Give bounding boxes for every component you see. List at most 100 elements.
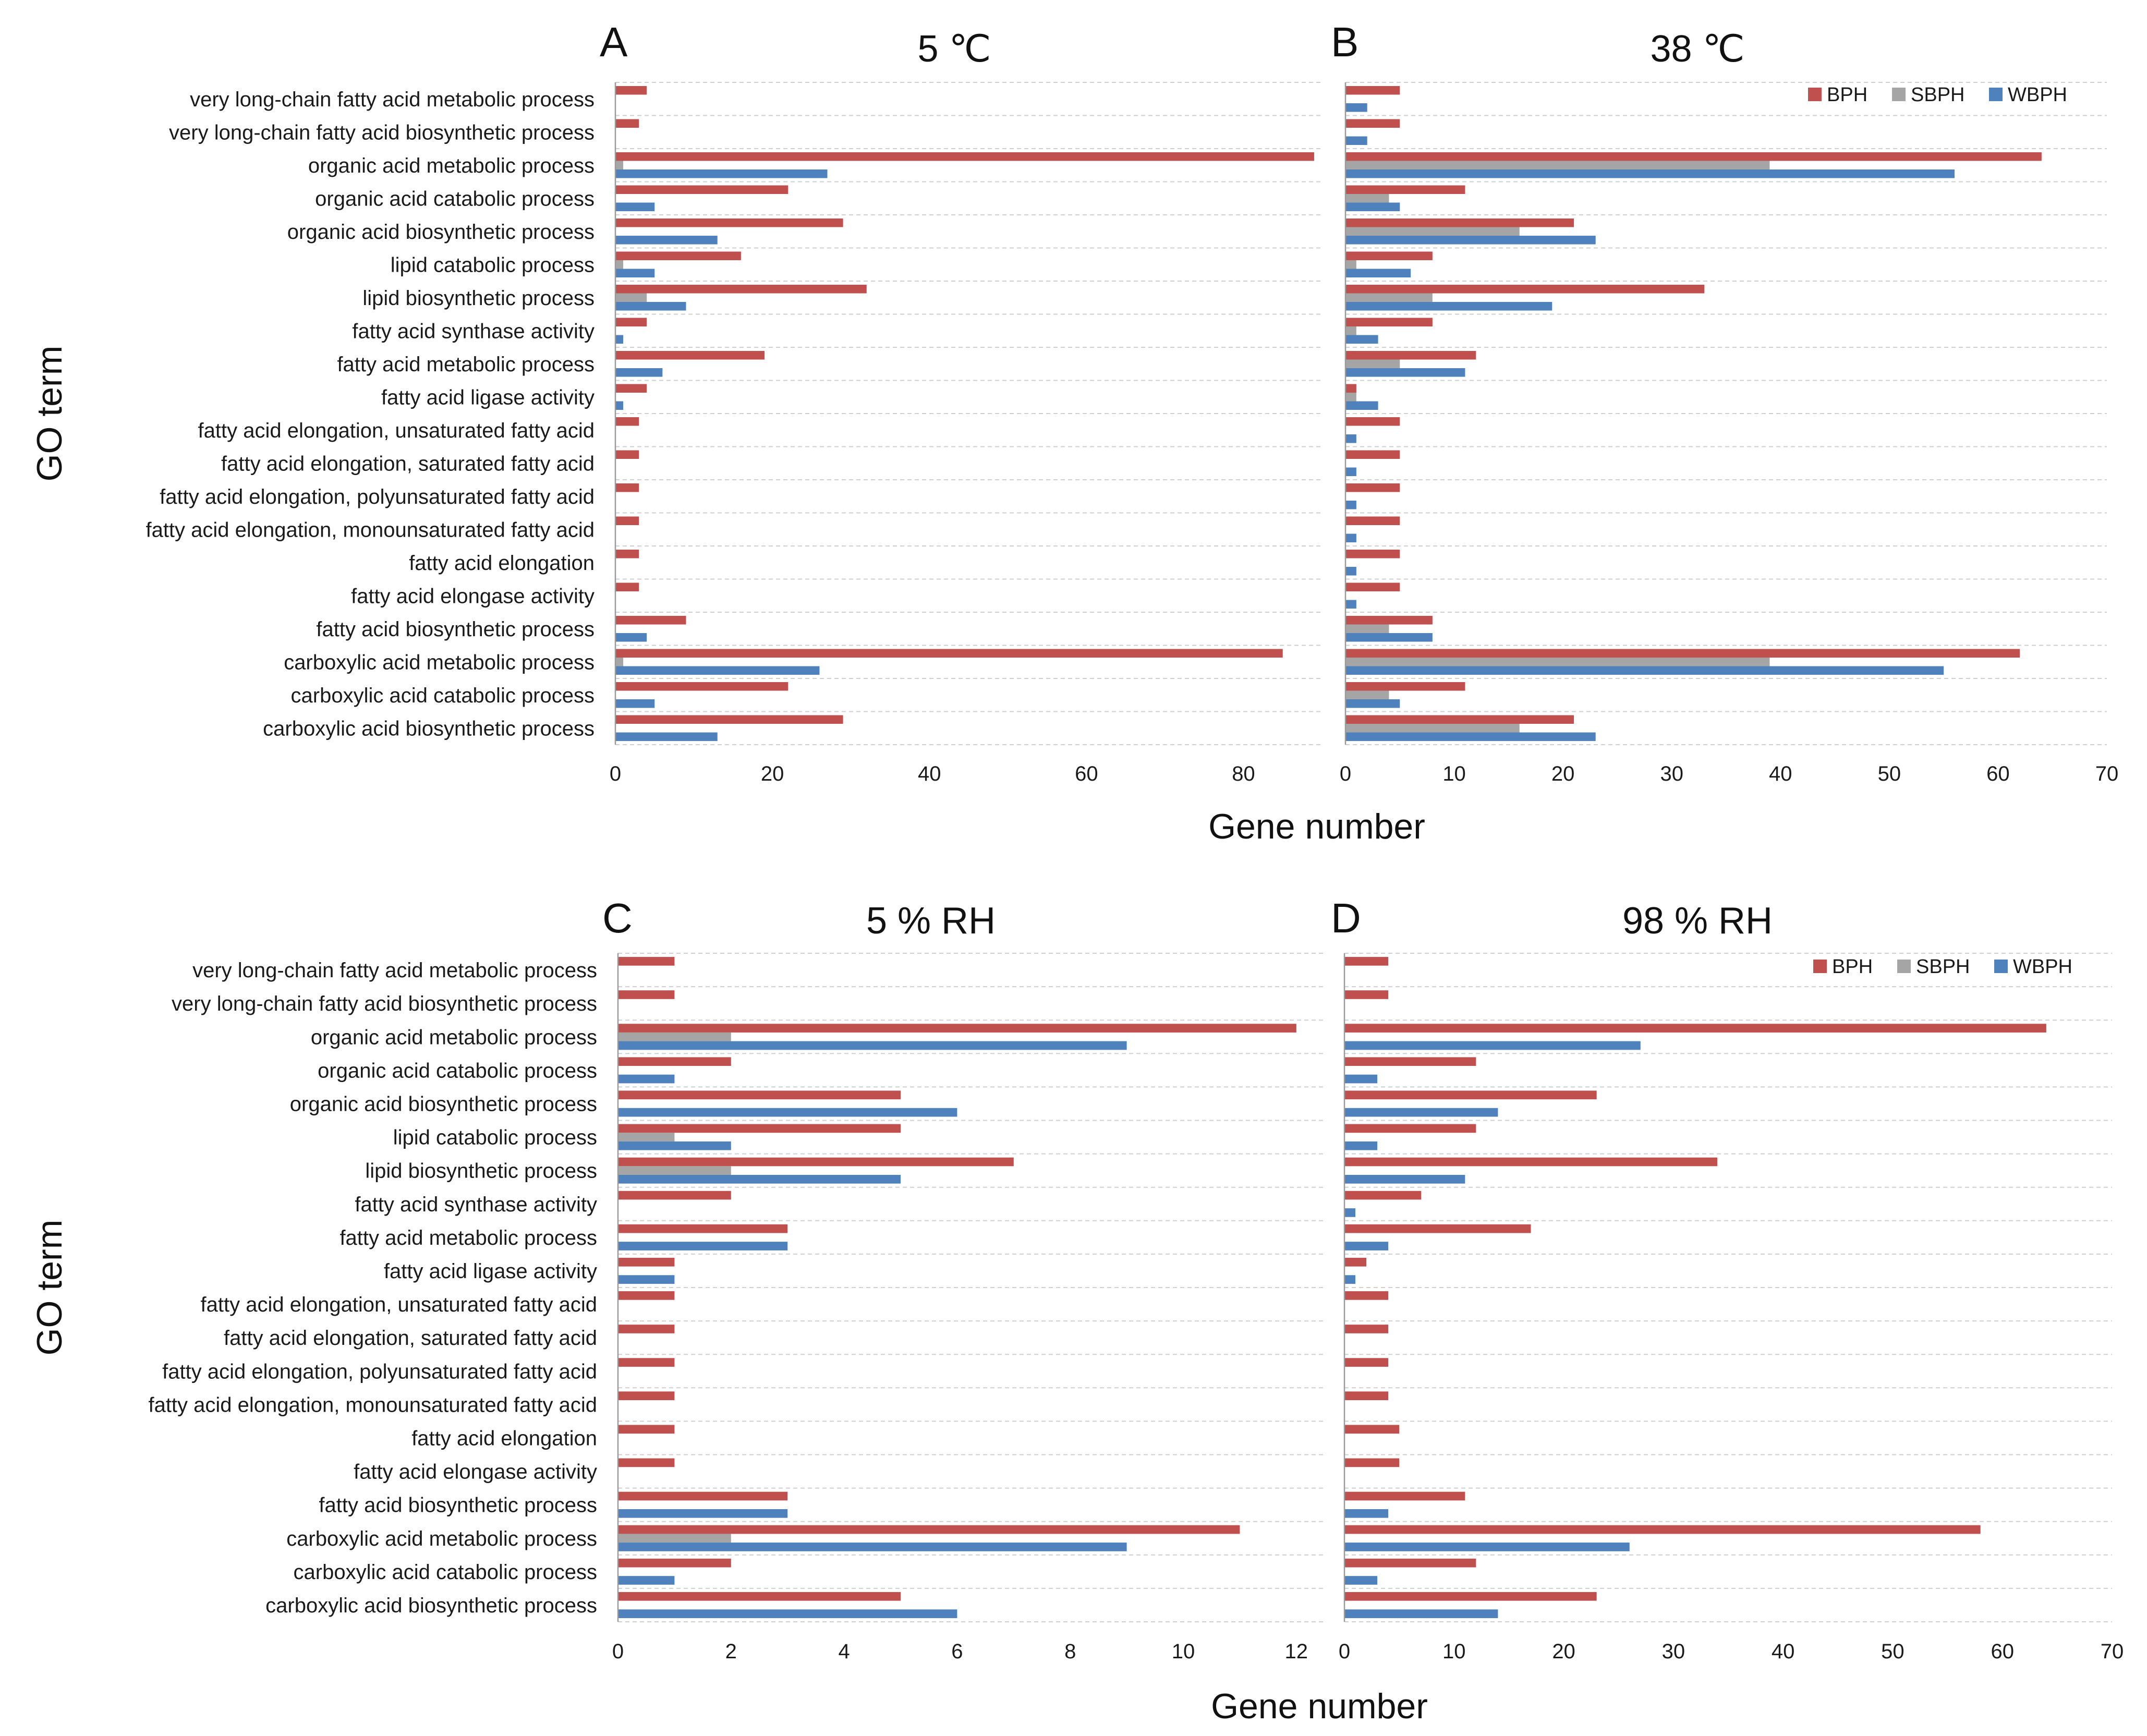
category-label: organic acid biosynthetic process: [287, 221, 595, 244]
bar-bph: [615, 318, 647, 326]
bar-sbph: [618, 1166, 731, 1175]
bar-bph: [615, 483, 639, 492]
legend-label: SBPH: [1916, 956, 1970, 978]
bar-wbph: [618, 1609, 957, 1618]
bar-bph: [618, 1024, 1296, 1033]
category-label: very long-chain fatty acid biosynthetic …: [172, 992, 597, 1015]
bar-bph: [1345, 682, 1465, 691]
bar-wbph: [1345, 269, 1411, 278]
category-label: fatty acid elongation: [411, 1427, 597, 1450]
panel-C: very long-chain fatty acid metabolic pro…: [30, 895, 1325, 1663]
bar-bph: [1344, 957, 1389, 966]
bar-wbph: [1345, 202, 1400, 212]
bar-sbph: [1345, 657, 1770, 666]
category-label: carboxylic acid biosynthetic process: [263, 717, 595, 740]
bar-wbph: [1344, 1609, 1498, 1618]
bar-bph: [1344, 1191, 1422, 1200]
bar-bph: [1344, 1358, 1389, 1367]
bar-wbph: [1345, 666, 1944, 675]
bar-bph: [615, 615, 686, 625]
bar-sbph: [1345, 260, 1356, 269]
category-label: fatty acid biosynthetic process: [316, 618, 595, 641]
category-label: carboxylic acid catabolic process: [291, 684, 595, 707]
legend: BPH SBPH WBPH: [1813, 956, 2072, 978]
bar-sbph: [1345, 227, 1520, 236]
bar-bph: [1344, 990, 1389, 999]
bar-sbph: [615, 657, 624, 666]
category-label: lipid biosynthetic process: [365, 1160, 597, 1183]
category-label: fatty acid synthase activity: [352, 320, 595, 343]
category-label: fatty acid elongation, saturated fatty a…: [221, 452, 595, 475]
bar-bph: [1344, 1491, 1465, 1501]
category-label: lipid catabolic process: [391, 253, 595, 276]
panel-B: 0 10 20 30 40 50 60 70 B 38 ℃ BPH SBPH WBPH: [1331, 19, 2118, 785]
category-label: fatty acid elongation: [409, 552, 595, 575]
bar-wbph: [618, 1576, 675, 1585]
bar-wbph: [615, 335, 624, 344]
y-axis-title: GO term: [30, 1220, 69, 1356]
bar-bph: [1345, 715, 1574, 724]
bar-wbph: [1345, 533, 1356, 543]
bar-bph: [1344, 1124, 1476, 1133]
bar-bph: [1344, 1157, 1717, 1167]
bar-wbph: [1345, 732, 1596, 742]
bar-bph: [615, 251, 741, 260]
bar-wbph: [1344, 1576, 1378, 1585]
bar-bph: [618, 1325, 675, 1333]
category-label: fatty acid metabolic process: [339, 1227, 597, 1249]
panel-title: 98 % RH: [1622, 900, 1773, 942]
bar-bph: [618, 1425, 675, 1434]
category-label: organic acid catabolic process: [315, 187, 595, 210]
bar-bph: [615, 119, 639, 128]
bar-bph: [1344, 1257, 1367, 1267]
x-tick-label: 30: [1662, 1640, 1685, 1663]
category-label: fatty acid ligase activity: [384, 1260, 597, 1283]
bar-sbph: [1345, 392, 1356, 402]
panel-letter: D: [1331, 895, 1361, 941]
bar-wbph: [615, 666, 820, 675]
bar-bph: [1345, 318, 1433, 326]
x-tick-label: 10: [1172, 1640, 1195, 1663]
x-tick-label: 12: [1285, 1640, 1308, 1663]
category-label: fatty acid elongation, unsaturated fatty…: [201, 1293, 598, 1316]
category-label: carboxylic acid catabolic process: [294, 1561, 597, 1584]
bar-bph: [615, 682, 789, 691]
bar-wbph: [1345, 567, 1356, 576]
category-label: fatty acid elongation, unsaturated fatty…: [198, 419, 595, 442]
category-label: fatty acid ligase activity: [381, 386, 595, 409]
category-label: fatty acid elongation, polyunsaturated f…: [160, 485, 595, 508]
legend-label: SBPH: [1911, 84, 1964, 106]
bar-bph: [1345, 218, 1574, 227]
bar-bph: [618, 1291, 675, 1300]
legend-label: WBPH: [2008, 84, 2067, 106]
x-tick-label: 60: [1991, 1640, 2014, 1663]
bar-wbph: [615, 633, 647, 642]
category-label: lipid catabolic process: [393, 1126, 597, 1149]
bar-bph: [1345, 450, 1400, 459]
x-tick-label: 80: [1232, 762, 1255, 785]
bar-wbph: [618, 1174, 901, 1184]
bar-bph: [618, 1257, 675, 1267]
category-label: very long-chain fatty acid metabolic pro…: [192, 959, 597, 982]
category-label: lipid biosynthetic process: [362, 287, 595, 310]
category-label: organic acid catabolic process: [318, 1059, 597, 1082]
bar-wbph: [1344, 1074, 1378, 1084]
bar-bph: [615, 218, 843, 227]
bar-bph: [615, 185, 789, 194]
category-label: organic acid metabolic process: [311, 1026, 597, 1049]
x-axis-title: Gene number: [1211, 1686, 1428, 1726]
bar-sbph: [1345, 359, 1400, 369]
x-tick-label: 0: [1340, 762, 1351, 785]
bar-bph: [1344, 1291, 1389, 1300]
bar-wbph: [618, 1242, 788, 1251]
bar-wbph: [615, 368, 663, 377]
bar-bph: [1344, 1525, 1981, 1534]
bar-wbph: [618, 1108, 957, 1117]
bar-bph: [1344, 1224, 1531, 1233]
bar-bph: [615, 284, 867, 294]
bar-wbph: [615, 732, 718, 742]
legend: BPH SBPH WBPH: [1808, 84, 2067, 106]
bar-bph: [1345, 284, 1705, 294]
bar-wbph: [1345, 103, 1367, 112]
